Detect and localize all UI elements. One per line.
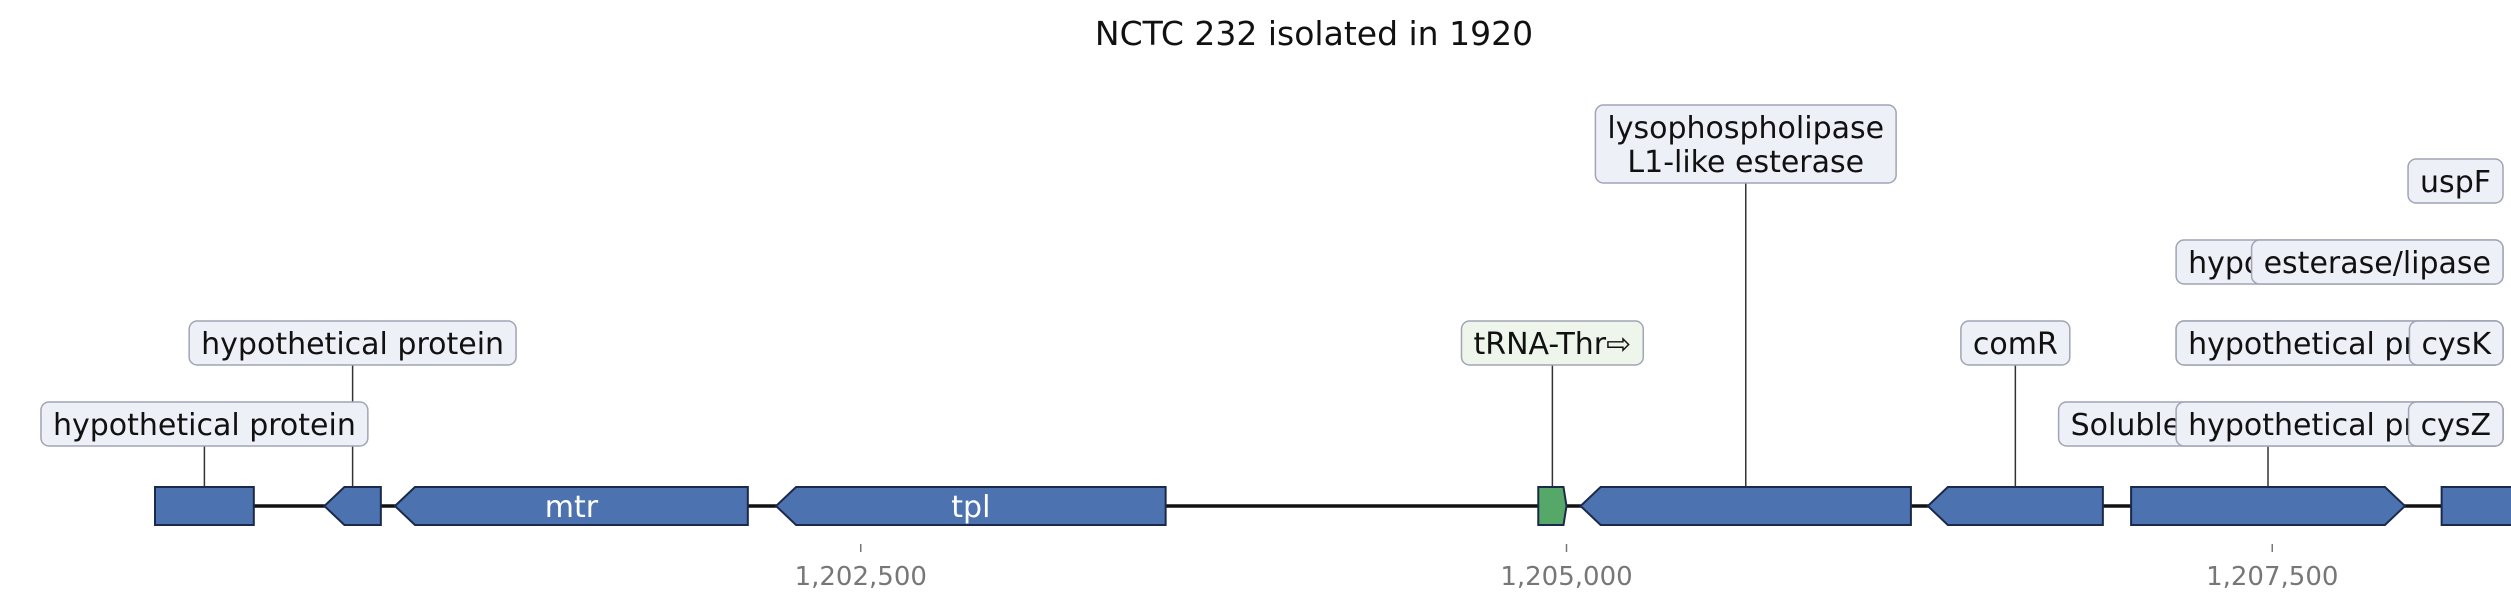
feature-label-box	[2407, 401, 2504, 447]
trna-feature	[1537, 486, 1568, 526]
feature-label-text: uspF	[2420, 165, 2491, 200]
gene-inner-label: tpl	[951, 490, 990, 525]
feature-label-text: esterase/lipase	[2264, 246, 2491, 281]
feature-label-box	[2408, 320, 2504, 366]
feature-label-text: hypothetical protein	[53, 408, 356, 443]
feature-label: hypothetical protein	[188, 320, 517, 366]
gene-arrow	[2440, 486, 2511, 526]
map-title: NCTC 232 isolated in 1920	[1095, 14, 1533, 53]
gene-arrow	[774, 486, 1167, 526]
gene-arrow	[2130, 486, 2407, 526]
feature-label: uspF	[2407, 158, 2504, 204]
feature-label: comR	[1960, 320, 2071, 366]
feature-label-box	[40, 401, 369, 447]
gene-arrow	[322, 486, 382, 526]
feature-label-text: hypothetical protein	[201, 327, 504, 362]
feature-label-box	[2407, 158, 2504, 204]
feature-track: mtrtplydcOptsI	[154, 486, 2511, 526]
gene-arrow	[1579, 486, 1912, 526]
feature-label: cysK	[2408, 320, 2504, 366]
feature-label-box	[2250, 239, 2504, 285]
feature-label-text: cysK	[2421, 327, 2492, 362]
feature-label-text: comR	[1973, 327, 2058, 362]
axis-tick-label: 1,202,500	[795, 562, 927, 592]
feature-label: cysZ	[2407, 401, 2504, 447]
feature-label-box	[1594, 104, 1897, 184]
feature-label-text: tRNA-Thr⇨	[1473, 327, 1631, 362]
feature-labels: hypothetical protein hypothetical protein…	[40, 104, 2504, 447]
feature-label-text: cysZ	[2421, 408, 2491, 443]
axis-tick-label: 1,207,500	[2206, 562, 2338, 592]
position-axis: 1,202,5001,205,0001,207,5001,210,0001,21…	[795, 544, 2338, 592]
axis-tick-label: 1,205,000	[1500, 562, 1632, 592]
feature-label-box	[188, 320, 517, 366]
gene-inner-label: mtr	[545, 490, 599, 525]
gene-arrow	[1926, 486, 2104, 526]
feature-label: esterase/lipase	[2250, 239, 2504, 285]
feature-label-text: L1-like esterase	[1627, 145, 1864, 180]
feature-label-box	[1960, 320, 2071, 366]
gene-arrow	[393, 486, 749, 526]
feature-label: hypothetical protein	[40, 401, 369, 447]
feature-label-text: lysophospholipase	[1607, 111, 1884, 146]
gene-arrow	[154, 486, 255, 526]
feature-label: tRNA-Thr⇨	[1460, 320, 1645, 366]
feature-label-box	[1460, 320, 1645, 366]
